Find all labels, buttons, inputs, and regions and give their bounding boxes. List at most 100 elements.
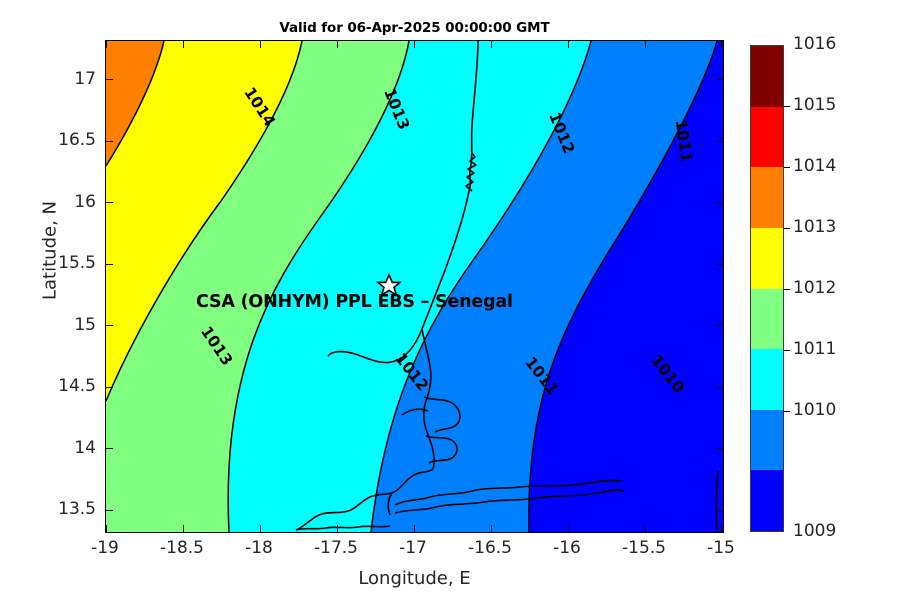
gambia-river-mouth xyxy=(387,492,393,516)
x-tick-1 xyxy=(183,525,185,532)
y-tick-3 xyxy=(106,325,113,327)
colorbar-tick-1014 xyxy=(784,167,790,169)
site-annotation-label: CSA (ONHYM) PPL EBS – Senegal xyxy=(196,292,513,312)
y-tick-label-3: 15 xyxy=(74,315,96,335)
coastline-saloum-branch-1 xyxy=(423,396,461,433)
page-title: Valid for 06-Apr-2025 00:00:00 GMT xyxy=(279,20,550,36)
y-tick-label-6: 16.5 xyxy=(58,130,96,150)
y-tick-right-3 xyxy=(716,325,723,327)
colorbar-tick-1010 xyxy=(784,411,790,413)
colorbar-band-below-1009 xyxy=(751,470,783,531)
colorbar-band-1012-1013 xyxy=(751,227,783,289)
x-tick-label-7: -15.5 xyxy=(622,538,666,558)
colorbar-tick-1011 xyxy=(784,350,790,352)
coastline-saloum-delta xyxy=(295,468,434,531)
x-tick-label-8: -15 xyxy=(707,538,735,558)
x-tick-top-8 xyxy=(721,41,723,48)
contour-line-1014 xyxy=(106,41,165,167)
y-tick-0 xyxy=(106,510,113,512)
coastline-casamance xyxy=(295,525,391,531)
contour-line-1012 xyxy=(227,41,410,532)
x-tick-0 xyxy=(106,525,108,532)
colorbar-label-1016: 1016 xyxy=(793,34,837,54)
y-tick-7 xyxy=(106,79,113,81)
colorbar[interactable] xyxy=(750,45,784,532)
colorbar-band-1014-1015 xyxy=(751,106,783,168)
colorbar-label-1012: 1012 xyxy=(793,278,837,298)
coastline-senegal-river-mouth xyxy=(465,152,477,192)
y-tick-5 xyxy=(106,202,113,204)
x-tick-6 xyxy=(568,525,570,532)
y-axis-title: Latitude, N xyxy=(39,201,61,300)
coastline-cap-vert xyxy=(421,328,435,470)
x-tick-label-4: -17 xyxy=(399,538,427,558)
x-tick-4 xyxy=(414,525,416,532)
y-tick-right-1 xyxy=(716,448,723,450)
colorbar-label-1010: 1010 xyxy=(793,400,837,420)
x-tick-7 xyxy=(645,525,647,532)
colorbar-label-1011: 1011 xyxy=(793,339,837,359)
colorbar-band-1013-1014 xyxy=(751,167,783,228)
y-tick-label-0: 13.5 xyxy=(58,499,96,519)
colorbar-band-1010-1011 xyxy=(751,349,783,410)
x-tick-label-0: -19 xyxy=(91,538,119,558)
coastline xyxy=(295,41,719,532)
x-tick-3 xyxy=(337,525,339,532)
x-tick-label-3: -17.5 xyxy=(314,538,358,558)
x-tick-label-6: -16 xyxy=(553,538,581,558)
colorbar-label-1015: 1015 xyxy=(793,95,837,115)
y-tick-right-5 xyxy=(716,202,723,204)
gambia-river-south-bank xyxy=(394,489,625,514)
contour-map-svg xyxy=(106,41,723,532)
contour-line-1011 xyxy=(370,41,592,532)
colorbar-band-1009-1010 xyxy=(751,409,783,471)
x-tick-top-5 xyxy=(491,41,493,48)
x-tick-5 xyxy=(491,525,493,532)
colorbar-tick-1015 xyxy=(784,106,790,108)
band-1012-1013 xyxy=(106,41,302,401)
x-axis-title: Longitude, E xyxy=(358,568,471,589)
y-tick-right-6 xyxy=(716,141,723,143)
x-tick-top-2 xyxy=(260,41,262,48)
colorbar-band-1015-1016 xyxy=(751,46,783,107)
y-tick-label-5: 16 xyxy=(74,192,96,212)
colorbar-label-1013: 1013 xyxy=(793,217,837,237)
y-tick-label-7: 17 xyxy=(74,69,96,89)
x-tick-top-3 xyxy=(337,41,339,48)
y-tick-label-4: 15.5 xyxy=(58,253,96,273)
x-tick-8 xyxy=(721,525,723,532)
x-tick-top-4 xyxy=(414,41,416,48)
band-1013-1014 xyxy=(106,41,164,166)
y-tick-right-7 xyxy=(716,79,723,81)
x-tick-top-6 xyxy=(568,41,570,48)
coastline-saloum-branch-2 xyxy=(425,435,458,464)
contour-line-1010 xyxy=(528,41,718,532)
band-1008-1009-wedge xyxy=(528,41,723,532)
x-tick-label-5: -16.5 xyxy=(468,538,512,558)
map-plot-area[interactable] xyxy=(105,40,724,533)
colorbar-label-1014: 1014 xyxy=(793,156,837,176)
y-tick-1 xyxy=(106,448,113,450)
star-marker[interactable] xyxy=(375,273,403,297)
gambia-river-north-bank xyxy=(394,479,623,506)
y-tick-label-1: 14 xyxy=(74,438,96,458)
x-tick-top-7 xyxy=(645,41,647,48)
x-tick-top-0 xyxy=(106,41,108,48)
y-tick-right-2 xyxy=(716,387,723,389)
colorbar-band-1011-1012 xyxy=(751,288,783,350)
y-tick-right-0 xyxy=(716,510,723,512)
coastline-atlantic-north xyxy=(327,41,479,364)
colorbar-tick-1012 xyxy=(784,289,790,291)
contour-lines xyxy=(106,41,718,532)
y-tick-6 xyxy=(106,141,113,143)
x-tick-label-1: -18.5 xyxy=(160,538,204,558)
y-tick-2 xyxy=(106,387,113,389)
colorbar-tick-1013 xyxy=(784,228,790,230)
x-tick-2 xyxy=(260,525,262,532)
x-tick-label-2: -18 xyxy=(245,538,273,558)
y-tick-label-2: 14.5 xyxy=(58,376,96,396)
x-tick-top-1 xyxy=(183,41,185,48)
coastline-saloum-branch-3 xyxy=(401,408,429,416)
contour-line-1013 xyxy=(106,41,303,402)
